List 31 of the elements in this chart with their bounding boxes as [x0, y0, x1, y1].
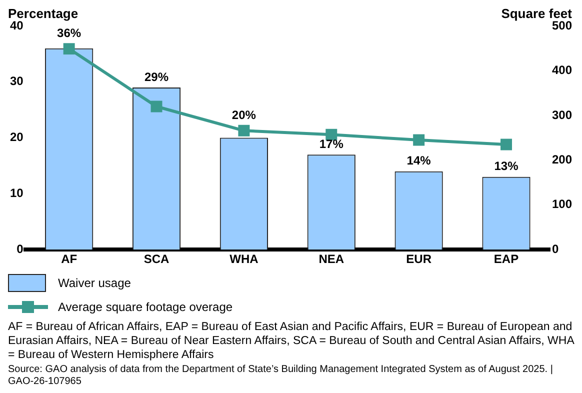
legend-label: Average square footage overage [58, 300, 233, 314]
y-tick-label: 10 [10, 186, 24, 200]
y-tick-label: 0 [16, 242, 24, 256]
x-tick-label: EUR [406, 252, 432, 266]
data-label: 36% [57, 26, 82, 40]
data-label: 13% [494, 159, 519, 174]
point [413, 134, 425, 146]
data-label: 20% [232, 108, 256, 122]
data-label: 14% [406, 154, 432, 168]
y-tick-label: 20 [10, 130, 24, 144]
y2-tick-label: 400 [552, 63, 572, 78]
point [500, 138, 512, 150]
point [238, 124, 250, 136]
y2-tick-label: 0 [552, 242, 559, 256]
y-tick-label: 30 [10, 74, 24, 88]
point [150, 100, 162, 112]
y2-tick-label: 200 [552, 152, 572, 166]
x-tick-label: EAP [494, 252, 519, 266]
point [63, 43, 75, 55]
x-tick-label: WHA [230, 252, 259, 266]
y2-tick-label: 300 [552, 108, 572, 122]
text: AF = Bureau of African Affairs, EAP = Bureau of East Asian and Pacific Affairs, EUR = Bureau of European and Eurasian Affairs, NEA = Bureau of Near Eastern Affairs, SCA = Bureau of South and Central Asian Affairs, WHA = Bureau of Western Hemisphere Affairs [8, 320, 574, 362]
legend-label: Waiver usage [58, 276, 131, 290]
y2-tick-label: 100 [552, 197, 572, 212]
data-label: 29% [144, 70, 169, 84]
point [326, 128, 338, 140]
source-note: Source: GAO analysis of data from the Department of State’s Building Management Integrated System as of August 2025. | GAO-26-107965 [8, 364, 554, 388]
x-tick-label: NEA [318, 252, 344, 266]
x-tick-label: AF [61, 252, 78, 266]
x-tick-label: SCA [144, 252, 170, 266]
data-label: 17% [319, 136, 344, 151]
